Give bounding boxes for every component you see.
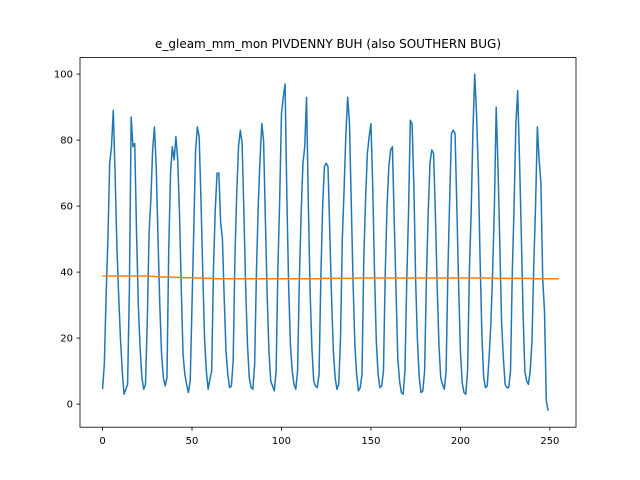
- y-tick-label: 80: [60, 136, 73, 147]
- y-tick-label: 40: [60, 268, 73, 279]
- plot-frame: [79, 57, 577, 428]
- x-tick-label: 0: [99, 436, 105, 447]
- x-tick-label: 50: [186, 436, 199, 447]
- series-line-2: [102, 275, 559, 280]
- x-tick-label: 250: [540, 436, 559, 447]
- y-tick-label: 100: [54, 70, 73, 81]
- y-tick-label: 60: [60, 202, 73, 213]
- x-axis: 0 50 100 150 200 250: [99, 427, 559, 447]
- chart-title: e_gleam_mm_mon PIVDENNY BUH (also SOUTHE…: [155, 37, 501, 51]
- plot-area: [101, 73, 559, 411]
- x-tick-label: 200: [451, 436, 470, 447]
- y-tick-label: 20: [60, 334, 73, 345]
- x-tick-label: 100: [272, 436, 291, 447]
- x-tick-label: 150: [361, 436, 380, 447]
- y-tick-label: 0: [67, 400, 73, 411]
- y-axis: 0 20 40 60 80 100: [54, 70, 80, 411]
- series-line-1: [101, 73, 549, 411]
